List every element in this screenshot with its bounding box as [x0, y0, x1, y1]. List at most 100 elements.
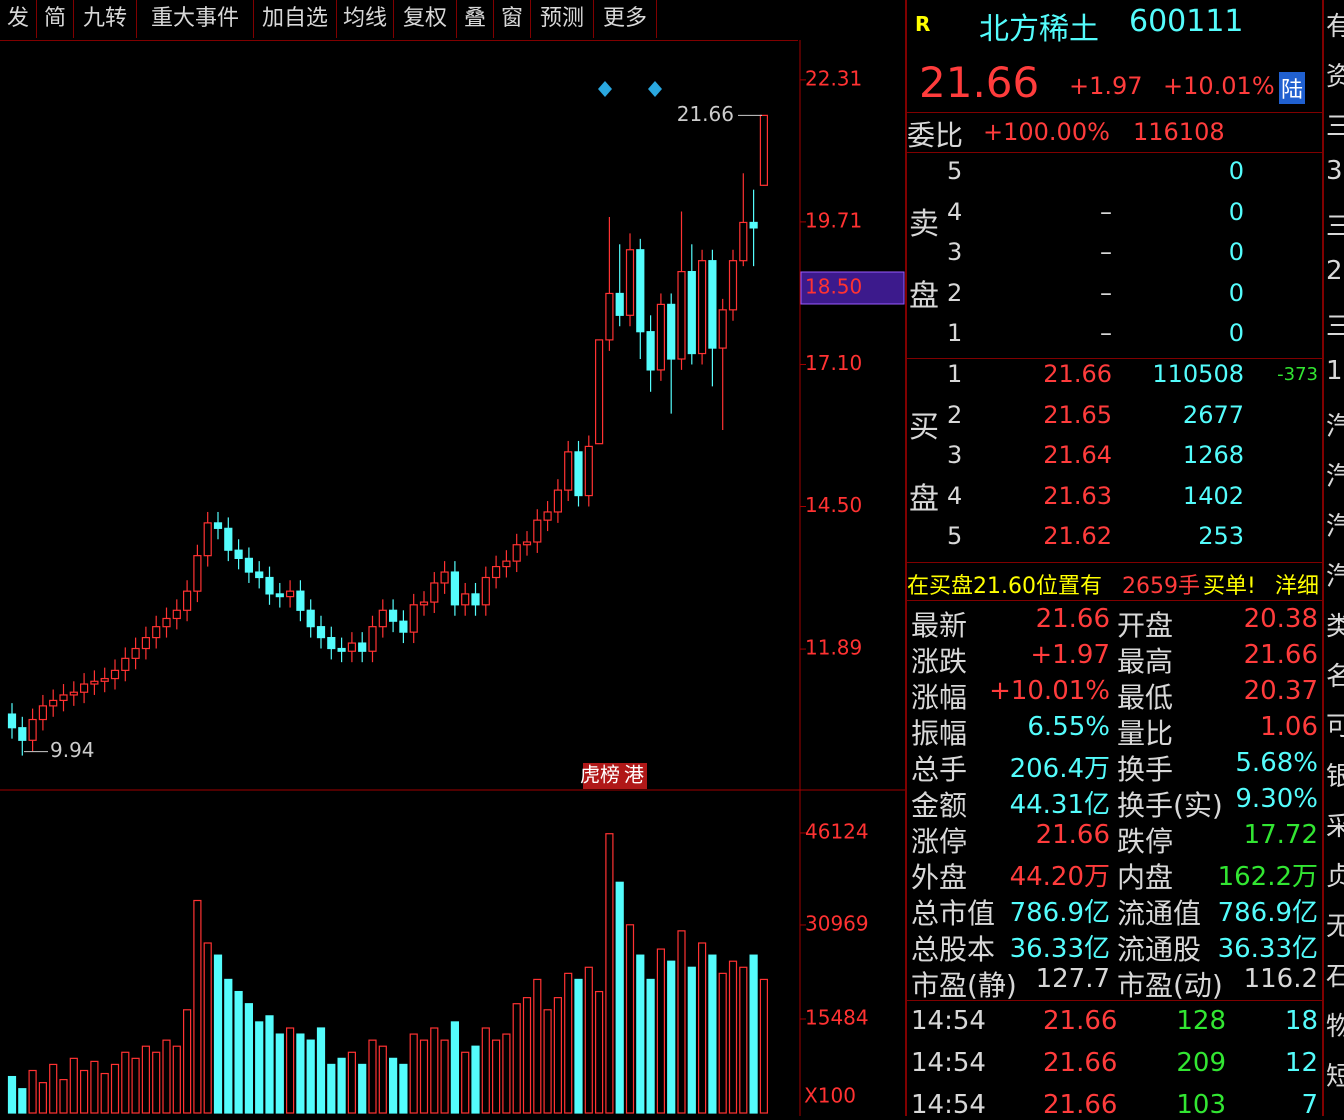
candle-body [79, 683, 89, 693]
volume-bar [162, 1039, 171, 1114]
volume-bar [409, 1033, 418, 1114]
y-tick-label: 19.71 [805, 208, 862, 232]
toolbar-button[interactable]: 发 [0, 0, 37, 38]
stat-value: 5.68% [1235, 748, 1318, 778]
volume-bar [327, 1063, 336, 1114]
price: 21.66 [1043, 360, 1112, 388]
y-tick-label: 14.50 [805, 493, 862, 517]
volume-bar [759, 978, 769, 1114]
price: 21.65 [1043, 400, 1112, 429]
stat-value: 786.9亿 [1217, 898, 1318, 928]
side-label: 买 [909, 410, 939, 445]
divider [907, 358, 1322, 359]
toolbar-button[interactable]: 九转 [74, 0, 137, 38]
volume-bar [347, 1051, 356, 1114]
stat-value: 20.38 [1243, 604, 1318, 634]
volume-bar [543, 1009, 552, 1114]
candle-body [646, 331, 655, 371]
volume-bar [193, 899, 202, 1114]
y-tick-label: 46124 [805, 819, 869, 843]
candle-body [100, 677, 109, 682]
volume-bar [378, 1045, 387, 1114]
candle-body [306, 609, 315, 628]
divider [907, 1000, 1322, 1001]
trade-time: 14:54 [911, 1090, 986, 1120]
candle-body [389, 609, 398, 622]
y-tick-label: 17.10 [805, 351, 862, 375]
toolbar-button[interactable]: 窗 [494, 0, 531, 38]
annotation: 虎榜 [580, 763, 620, 787]
volume: 1402 [1182, 481, 1244, 510]
side-text: 无 [1326, 912, 1344, 942]
candle-body [512, 544, 521, 562]
trade-time: 14:54 [911, 1006, 986, 1036]
stat-label: 市盈(动) [1117, 969, 1223, 1002]
toolbar-button[interactable]: 均线 [337, 0, 394, 38]
volume-bar [110, 1063, 120, 1114]
volume-bar [389, 1057, 398, 1114]
volume-bar [646, 978, 655, 1114]
stat-label: 涨幅 [911, 681, 968, 714]
toolbar-button[interactable]: 重大事件 [137, 0, 254, 38]
volume-bar [728, 960, 738, 1114]
stat-value: 21.66 [1243, 640, 1318, 670]
flag: R [915, 12, 931, 36]
volume: 0 [1228, 157, 1244, 185]
stat-value: 206.4万 [1009, 754, 1110, 784]
divider [907, 562, 1322, 563]
stat-value: 21.66 [1035, 604, 1110, 634]
stat-label: 开盘 [1117, 609, 1174, 642]
candle-body [327, 636, 336, 650]
candle-body [296, 590, 305, 611]
badge [583, 763, 647, 789]
volume: 110508 [1152, 360, 1244, 388]
toolbar-button[interactable]: 预测 [531, 0, 594, 38]
notice-type: 买单! [1203, 574, 1256, 599]
volume-bar [306, 1039, 315, 1114]
level: 4 [947, 197, 963, 226]
candle-body [615, 292, 624, 316]
candle-body [121, 657, 130, 671]
volume-bar [419, 1039, 429, 1114]
candle-body [224, 527, 233, 551]
candle-body [378, 609, 387, 628]
volume-bar [440, 1039, 449, 1114]
volume-bar [316, 1027, 326, 1114]
volume-bar [121, 1051, 130, 1114]
volume-bar [461, 1051, 470, 1114]
volume-bar [594, 990, 604, 1114]
cursor-label: 18.50 [805, 274, 862, 298]
volume-bar [450, 1021, 459, 1114]
toolbar-button[interactable]: 叠 [457, 0, 494, 38]
volume: 1268 [1182, 441, 1244, 469]
volume-bar [18, 1088, 27, 1114]
stat-label: 跌停 [1117, 825, 1174, 858]
candle-body [440, 571, 449, 584]
side-text: 3 [1326, 156, 1343, 186]
stat-label: 涨跌 [911, 645, 968, 678]
volume: 0 [1228, 319, 1244, 347]
toolbar-button[interactable]: 简 [37, 0, 74, 38]
toolbar-button[interactable]: 更多 [594, 0, 657, 38]
stat-value: 116.2 [1243, 964, 1318, 994]
stat-value: 44.20万 [1009, 862, 1110, 892]
chart: 虎榜 港 X100 22.31 19.71 17.10 14.50 11.89 18.50… [0, 40, 905, 1116]
volume-bar [677, 930, 686, 1114]
volume-bar [708, 954, 717, 1114]
volume-bar [38, 1082, 48, 1114]
volume-bar [430, 1027, 439, 1114]
volume-bar [605, 833, 614, 1114]
candle-body [708, 260, 717, 349]
candle-body [59, 694, 68, 702]
candle-body [697, 260, 707, 355]
toolbar: 发简九转 重大事件 加自选 均线 复权叠窗预测 更多 [0, 0, 798, 41]
volume: 0 [1228, 238, 1244, 266]
stock-code: 600111 [1129, 4, 1244, 39]
candle-body [594, 339, 604, 445]
volume: 0 [1228, 197, 1244, 226]
toolbar-button[interactable]: 复权 [394, 0, 457, 38]
price: 21.64 [1043, 441, 1112, 469]
trade-volume: 103 [1176, 1090, 1226, 1120]
candle-body [49, 699, 58, 707]
toolbar-button[interactable]: 加自选 [254, 0, 337, 38]
